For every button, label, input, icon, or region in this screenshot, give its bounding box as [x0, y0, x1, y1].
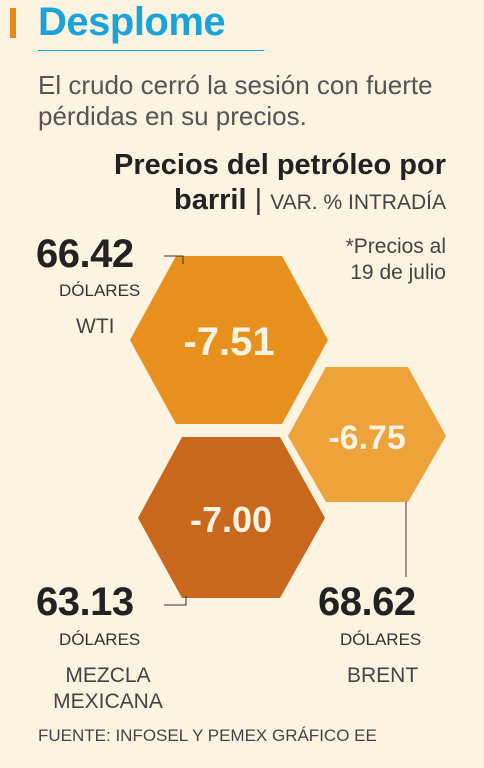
chart-title: Precios del petróleo por barril | VAR. %…	[46, 148, 446, 220]
chart-title-separator: |	[254, 184, 263, 216]
chart-title-line2: barril	[173, 184, 247, 216]
note-line1: *Precios al	[345, 235, 446, 258]
page-subtitle: El crudo cerró la sesión con fuerte pérd…	[38, 70, 433, 131]
chart-title-line1: Precios del petróleo por	[114, 149, 446, 181]
source-credit: FUENTE: INFOSEL Y PEMEX GRÁFICO EE	[38, 726, 377, 745]
series-name-mezcla-line2: MEXICANA	[53, 690, 163, 713]
change-label-brent: -6.75	[328, 419, 406, 457]
note-line2: 19 de julio	[350, 261, 446, 284]
price-date-note: *Precios al 19 de julio	[286, 234, 446, 286]
series-name-brent: BRENT	[347, 664, 419, 687]
series-name-wti: WTI	[76, 315, 115, 338]
change-label-wti: -7.51	[183, 320, 274, 364]
hexagon-mezcla	[138, 437, 325, 598]
series-name-mezcla: MEZCLA MEXICANA	[38, 663, 178, 715]
price-wti: 66.42	[36, 232, 134, 276]
chart-title-unit: VAR. % INTRADÍA	[270, 191, 446, 214]
page-title: Desplome	[38, 0, 226, 44]
unit-label-brent: DÓLARES	[340, 630, 422, 649]
price-brent: 68.62	[318, 580, 416, 624]
leader-line-wti	[164, 255, 184, 264]
unit-label-wti: DÓLARES	[59, 281, 141, 300]
hexagon-brent	[288, 367, 446, 502]
chart-title-line2-row: barril | VAR. % INTRADÍA	[46, 183, 446, 220]
series-name-mezcla-line1: MEZCLA	[65, 664, 151, 687]
title-accent-bar	[10, 8, 16, 38]
unit-label-mezcla: DÓLARES	[59, 630, 141, 649]
title-underline	[38, 50, 264, 51]
hexagon-wti	[130, 256, 328, 424]
price-mezcla: 63.13	[36, 580, 134, 624]
change-label-mezcla: -7.00	[190, 499, 272, 540]
leader-line-mezcla	[164, 596, 187, 606]
